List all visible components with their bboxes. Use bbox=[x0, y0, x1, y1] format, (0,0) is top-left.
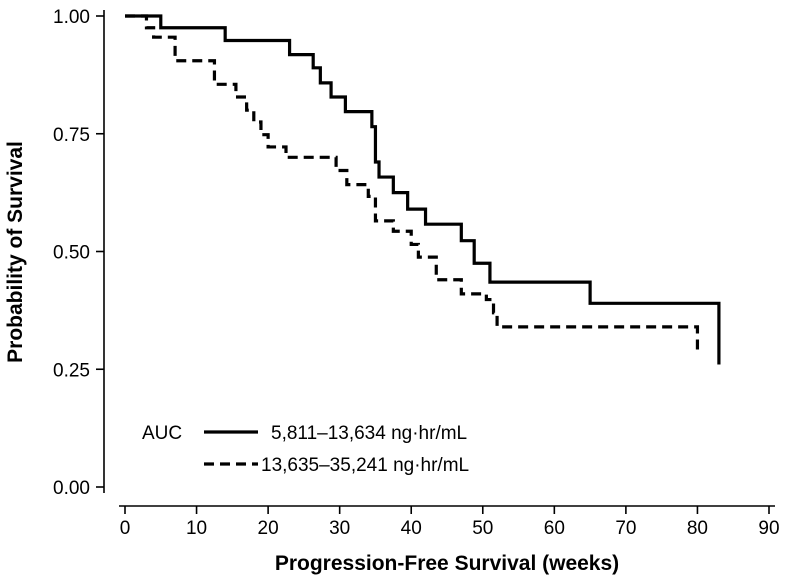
legend: AUC 5,811–13,634 ng·hr/mL 13,635–35,241 … bbox=[142, 423, 469, 476]
legend-title: AUC bbox=[142, 423, 182, 444]
y-tick-label: 0.50 bbox=[53, 243, 90, 264]
x-tick-label: 70 bbox=[615, 518, 636, 539]
x-tick-label: 80 bbox=[687, 518, 708, 539]
y-tick-label: 1.00 bbox=[53, 7, 90, 28]
x-tick-label: 40 bbox=[401, 518, 422, 539]
x-tick-label: 20 bbox=[258, 518, 279, 539]
x-axis-ticks: 0 10 20 30 40 50 60 70 80 90 bbox=[120, 506, 780, 539]
series-layer bbox=[125, 14, 721, 365]
x-tick-label: 0 bbox=[120, 518, 131, 539]
y-tick-label: 0.25 bbox=[53, 360, 90, 381]
x-tick-label: 30 bbox=[329, 518, 350, 539]
legend-label-dashed: 13,635–35,241 ng·hr/mL bbox=[261, 455, 469, 476]
y-tick-label: 0.75 bbox=[53, 125, 90, 146]
y-tick-label: 0.00 bbox=[53, 478, 90, 499]
x-tick-label: 10 bbox=[186, 518, 207, 539]
x-tick-label: 60 bbox=[544, 518, 565, 539]
y-axis-title: Probability of Survival bbox=[4, 141, 27, 363]
x-tick-label: 50 bbox=[472, 518, 493, 539]
y-axis-ticks: 0.00 0.25 0.50 0.75 1.00 bbox=[53, 7, 104, 499]
legend-label-solid: 5,811–13,634 ng·hr/mL bbox=[271, 423, 467, 444]
series-line-solid bbox=[125, 14, 721, 365]
x-axis-title: Progression-Free Survival (weeks) bbox=[275, 552, 619, 575]
x-tick-label: 90 bbox=[758, 518, 779, 539]
series-line-dashed bbox=[125, 14, 700, 353]
